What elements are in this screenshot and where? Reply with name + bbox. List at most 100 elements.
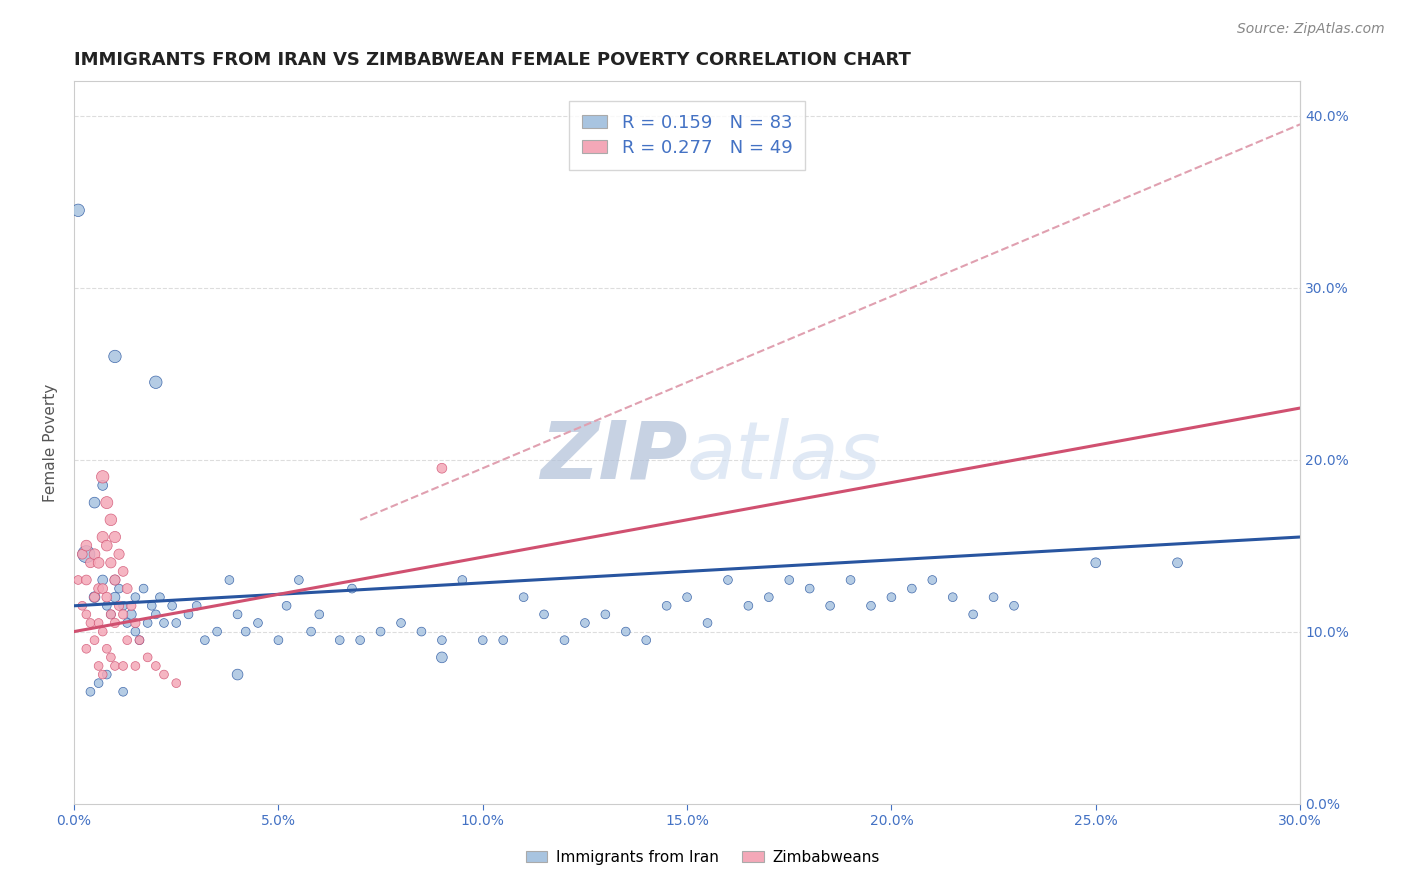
Point: [75, 547, 97, 561]
Point: [983, 590, 1005, 604]
Point: [120, 599, 142, 613]
Point: [104, 573, 127, 587]
Point: [177, 607, 200, 622]
Point: [160, 599, 183, 613]
Point: [91, 667, 114, 681]
Point: [153, 615, 176, 630]
Point: [132, 582, 155, 596]
Point: [91, 530, 114, 544]
Point: [340, 582, 363, 596]
Legend: Immigrants from Iran, Zimbabweans: Immigrants from Iran, Zimbabweans: [520, 844, 886, 871]
Point: [87, 582, 110, 596]
Point: [276, 599, 298, 613]
Point: [370, 624, 392, 639]
Point: [83, 495, 105, 509]
Point: [737, 599, 759, 613]
Y-axis label: Female Poverty: Female Poverty: [44, 384, 58, 501]
Point: [91, 573, 114, 587]
Point: [104, 573, 127, 587]
Point: [696, 615, 718, 630]
Text: Source: ZipAtlas.com: Source: ZipAtlas.com: [1237, 22, 1385, 37]
Point: [901, 582, 924, 596]
Point: [104, 615, 127, 630]
Point: [87, 556, 110, 570]
Point: [108, 599, 131, 613]
Point: [100, 650, 122, 665]
Point: [962, 607, 984, 622]
Point: [799, 582, 821, 596]
Point: [226, 667, 249, 681]
Point: [124, 590, 146, 604]
Point: [145, 607, 167, 622]
Point: [153, 667, 176, 681]
Point: [492, 633, 515, 648]
Point: [115, 582, 138, 596]
Point: [83, 547, 105, 561]
Point: [512, 590, 534, 604]
Legend: R = 0.159   N = 83, R = 0.277   N = 49: R = 0.159 N = 83, R = 0.277 N = 49: [569, 101, 806, 169]
Point: [96, 599, 118, 613]
Point: [839, 573, 862, 587]
Point: [614, 624, 637, 639]
Text: IMMIGRANTS FROM IRAN VS ZIMBABWEAN FEMALE POVERTY CORRELATION CHART: IMMIGRANTS FROM IRAN VS ZIMBABWEAN FEMAL…: [75, 51, 911, 69]
Text: ZIP: ZIP: [540, 417, 688, 496]
Point: [75, 539, 97, 553]
Point: [112, 565, 135, 579]
Point: [72, 599, 94, 613]
Point: [91, 470, 114, 484]
Point: [880, 590, 903, 604]
Point: [553, 633, 575, 648]
Point: [75, 607, 97, 622]
Point: [411, 624, 433, 639]
Point: [194, 633, 217, 648]
Point: [100, 513, 122, 527]
Point: [471, 633, 494, 648]
Point: [104, 659, 127, 673]
Point: [124, 615, 146, 630]
Point: [104, 530, 127, 544]
Point: [235, 624, 257, 639]
Point: [186, 599, 208, 613]
Point: [1002, 599, 1025, 613]
Point: [942, 590, 965, 604]
Point: [108, 582, 131, 596]
Point: [96, 539, 118, 553]
Point: [112, 607, 135, 622]
Point: [226, 607, 249, 622]
Point: [124, 659, 146, 673]
Point: [83, 590, 105, 604]
Point: [67, 203, 90, 218]
Point: [1084, 556, 1107, 570]
Point: [574, 615, 596, 630]
Point: [149, 590, 172, 604]
Point: [115, 633, 138, 648]
Point: [67, 573, 90, 587]
Point: [100, 607, 122, 622]
Point: [818, 599, 841, 613]
Point: [165, 615, 187, 630]
Point: [112, 685, 135, 699]
Point: [921, 573, 943, 587]
Point: [87, 676, 110, 690]
Point: [533, 607, 555, 622]
Point: [104, 350, 127, 364]
Point: [636, 633, 658, 648]
Point: [145, 376, 167, 390]
Point: [145, 659, 167, 673]
Point: [112, 599, 135, 613]
Point: [128, 633, 150, 648]
Point: [389, 615, 412, 630]
Point: [246, 615, 269, 630]
Point: [758, 590, 780, 604]
Point: [100, 607, 122, 622]
Point: [859, 599, 882, 613]
Point: [1166, 556, 1188, 570]
Point: [91, 478, 114, 492]
Point: [83, 590, 105, 604]
Point: [655, 599, 678, 613]
Point: [267, 633, 290, 648]
Point: [91, 624, 114, 639]
Point: [717, 573, 740, 587]
Point: [136, 615, 159, 630]
Point: [218, 573, 240, 587]
